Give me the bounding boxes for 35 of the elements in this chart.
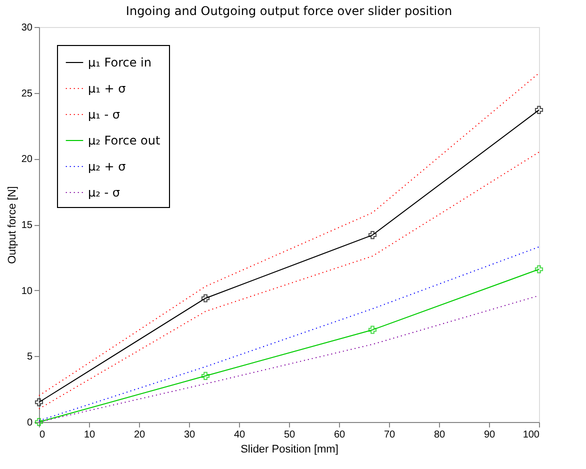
x-axis-title: Slider Position [mm] [240,444,338,456]
y-tick-label: 20 [21,154,33,166]
chart-title: Ingoing and Outgoing output force over slider position [126,4,452,18]
point [368,230,377,240]
x-tick-label: 100 [522,430,540,440]
point [201,372,210,380]
x-tick-label: 60 [334,430,346,440]
y-tick-label: 10 [21,286,33,297]
point [201,294,210,302]
x-tick-label: 70 [384,430,396,440]
y-tick-label: 5 [26,352,33,363]
x-tick-label: 20 [134,430,146,440]
legend-label: μ₂ Force out [88,134,160,148]
point [534,265,544,274]
y-tick-label: 15 [21,220,33,231]
legend-label: μ₁ + σ [88,82,126,96]
point [534,106,544,114]
legend-label: μ₂ + σ [88,160,126,174]
x-tick-label: 0 [40,430,46,440]
x-tick-label: 50 [284,430,296,440]
y-tick-label: 0 [26,418,33,428]
x-tick-label: 90 [484,430,496,440]
y-axis-title: Output force [N] [6,186,18,264]
x-tick-label: 30 [184,430,196,440]
x-tick-label: 10 [84,430,96,440]
point [34,398,44,406]
y-tick-label: 30 [21,22,33,34]
y-tick-label: 25 [21,88,33,100]
line-series [38,152,540,410]
legend-label: μ₁ - σ [88,108,120,122]
x-tick-label: 80 [434,430,446,440]
legend-label: μ₁ Force in [88,56,152,70]
legend-label: μ₂ - σ [88,186,120,200]
x-tick-label: 40 [234,430,246,440]
point [368,326,377,334]
